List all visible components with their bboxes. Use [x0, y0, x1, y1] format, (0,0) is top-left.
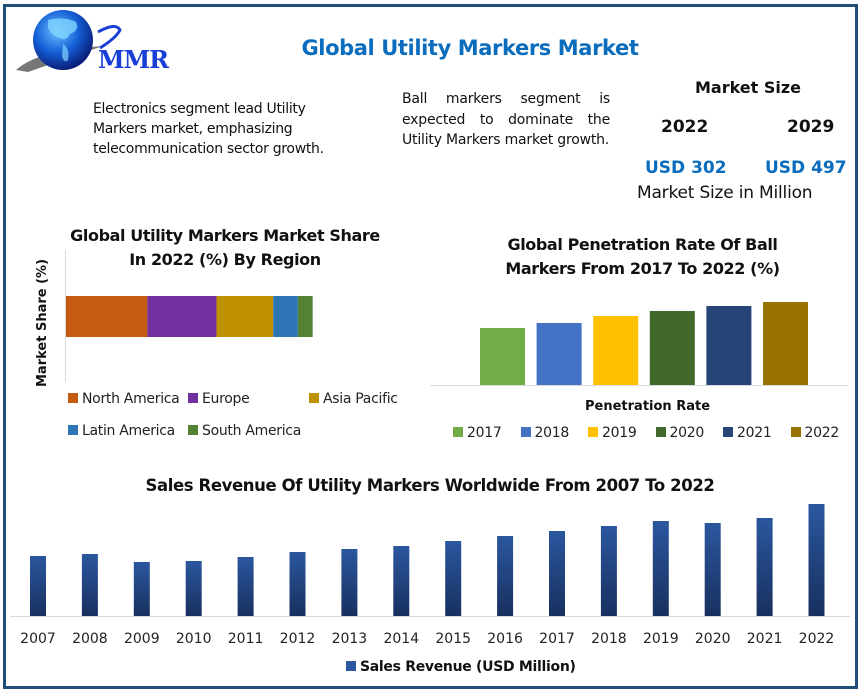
- legend-label: 2020: [669, 425, 705, 441]
- penetration-chart-title: Global Penetration Rate Of Ball Markers …: [505, 235, 780, 278]
- market-size-year-2029: 2029: [787, 117, 835, 137]
- region-share-y-axis-label: Market Share (%): [35, 259, 50, 387]
- logo-text: MMR: [98, 45, 169, 74]
- legend-swatch: [346, 661, 356, 671]
- revenue-bar-2020: [704, 523, 721, 616]
- legend-swatch: [309, 393, 319, 403]
- legend-swatch: [188, 425, 198, 435]
- legend-label: Latin America: [82, 423, 175, 439]
- revenue-bar-2016: [497, 536, 514, 616]
- revenue-bar-2013: [341, 549, 358, 616]
- revenue-bar-2017: [549, 531, 565, 616]
- region-share-segment-south-america: [297, 296, 313, 337]
- region-share-chart: Market Share (%): [35, 250, 313, 387]
- legend-item-south-america: South America: [188, 423, 301, 439]
- revenue-tick-label: 2016: [487, 631, 523, 647]
- penetration-bar-2019: [593, 316, 639, 385]
- legend-label: 2022: [804, 425, 840, 441]
- revenue-tick-label: 2015: [435, 631, 471, 647]
- legend-item-latin-america: Latin America: [68, 423, 175, 439]
- legend-swatch: [588, 427, 598, 437]
- revenue-bar-2010: [185, 561, 202, 616]
- revenue-tick-label: 2019: [643, 631, 679, 647]
- legend-label: South America: [202, 423, 301, 439]
- penetration-bar-2021: [706, 306, 752, 385]
- revenue-chart: 2007 2008 2009 2010 2011 2012 2013 2014 2015 2016…: [10, 504, 850, 647]
- market-size-year-2022: 2022: [661, 117, 709, 137]
- legend-swatch: [655, 427, 666, 437]
- legend-label: Europe: [202, 391, 250, 407]
- revenue-tick-label: 2013: [332, 631, 368, 647]
- revenue-bar-2009: [133, 562, 150, 616]
- revenue-tick-label: 2020: [695, 631, 731, 647]
- revenue-tick-label: 2011: [228, 631, 264, 647]
- revenue-chart-title: Sales Revenue Of Utility Markers Worldwi…: [145, 476, 715, 495]
- legend-swatch: [188, 393, 198, 403]
- legend-label: Sales Revenue (USD Million): [360, 659, 576, 675]
- region-share-segment-latin-america: [273, 296, 298, 337]
- region-share-segment-asia-pacific: [216, 296, 274, 337]
- revenue-tick-label: 2007: [20, 631, 56, 647]
- legend-item-europe: Europe: [188, 391, 250, 407]
- revenue-bar-2019: [652, 521, 669, 616]
- penetration-legend-item-2018: 2018: [520, 425, 570, 441]
- revenue-tick-label: 2017: [539, 631, 575, 647]
- legend-item-north-america: North America: [68, 391, 180, 407]
- legend-label: 2019: [602, 425, 637, 441]
- revenue-tick-label: 2018: [591, 631, 627, 647]
- legend-swatch: [453, 427, 463, 437]
- revenue-bar-2015: [445, 541, 462, 616]
- penetration-bar-2020: [649, 311, 695, 385]
- revenue-tick-label: 2021: [747, 631, 783, 647]
- legend-item-asia-pacific: Asia Pacific: [309, 391, 398, 407]
- revenue-tick-label: 2010: [176, 631, 212, 647]
- revenue-bar-2007: [30, 556, 46, 616]
- revenue-tick-label: 2012: [280, 631, 316, 647]
- penetration-bar-2022: [763, 302, 808, 385]
- legend-label: Asia Pacific: [323, 391, 398, 407]
- page-title: Global Utility Markers Market: [301, 36, 639, 60]
- revenue-tick-label: 2022: [799, 631, 835, 647]
- penetration-legend-item-2020: 2020: [655, 425, 705, 441]
- market-size-value-2029: USD 497: [765, 158, 847, 178]
- revenue-bar-2018: [600, 526, 617, 616]
- region-share-chart-title: Global Utility Markers Market Share In 2…: [70, 226, 380, 269]
- penetration-chart: [430, 302, 848, 386]
- region-share-segment-europe: [147, 296, 217, 337]
- legend-swatch: [723, 427, 733, 437]
- revenue-bar-2014: [393, 546, 410, 616]
- revenue-tick-label: 2008: [72, 631, 108, 647]
- penetration-legend-item-2019: 2019: [588, 425, 637, 441]
- market-size-footer: Market Size in Million: [637, 183, 813, 203]
- revenue-bar-2012: [289, 552, 306, 616]
- revenue-bar-2008: [81, 554, 98, 616]
- revenue-bar-2022: [808, 504, 825, 616]
- legend-label: 2018: [534, 425, 570, 441]
- market-size-value-2022: USD 302: [645, 158, 727, 178]
- legend-label: 2017: [467, 425, 502, 441]
- revenue-bar-2011: [237, 557, 254, 616]
- legend-swatch: [68, 425, 78, 435]
- legend-label: North America: [82, 391, 180, 407]
- penetration-legend-item-2022: 2022: [790, 425, 840, 441]
- penetration-x-axis-label: Penetration Rate: [585, 399, 711, 414]
- legend-swatch: [68, 393, 78, 403]
- mmr-logo: MMR: [8, 8, 188, 80]
- electronics-note: Electronics segment lead Utility Markers…: [93, 101, 324, 157]
- globe-icon: [16, 10, 122, 72]
- legend-swatch: [520, 427, 531, 437]
- penetration-legend-item-2017: 2017: [453, 425, 502, 441]
- penetration-bar-2017: [480, 328, 525, 385]
- revenue-tick-label: 2009: [124, 631, 160, 647]
- region-share-segment-north-america: [66, 296, 148, 337]
- market-size-title: Market Size: [694, 78, 802, 97]
- ball-markers-note: Ball markers segment is expected to domi…: [402, 91, 610, 148]
- legend-swatch: [790, 427, 801, 437]
- revenue-legend: Sales Revenue (USD Million): [346, 659, 576, 675]
- revenue-tick-label: 2014: [383, 631, 419, 647]
- penetration-bar-2018: [536, 323, 582, 385]
- penetration-legend-item-2021: 2021: [723, 425, 772, 441]
- legend-label: 2021: [737, 425, 772, 441]
- revenue-bar-2021: [756, 518, 773, 616]
